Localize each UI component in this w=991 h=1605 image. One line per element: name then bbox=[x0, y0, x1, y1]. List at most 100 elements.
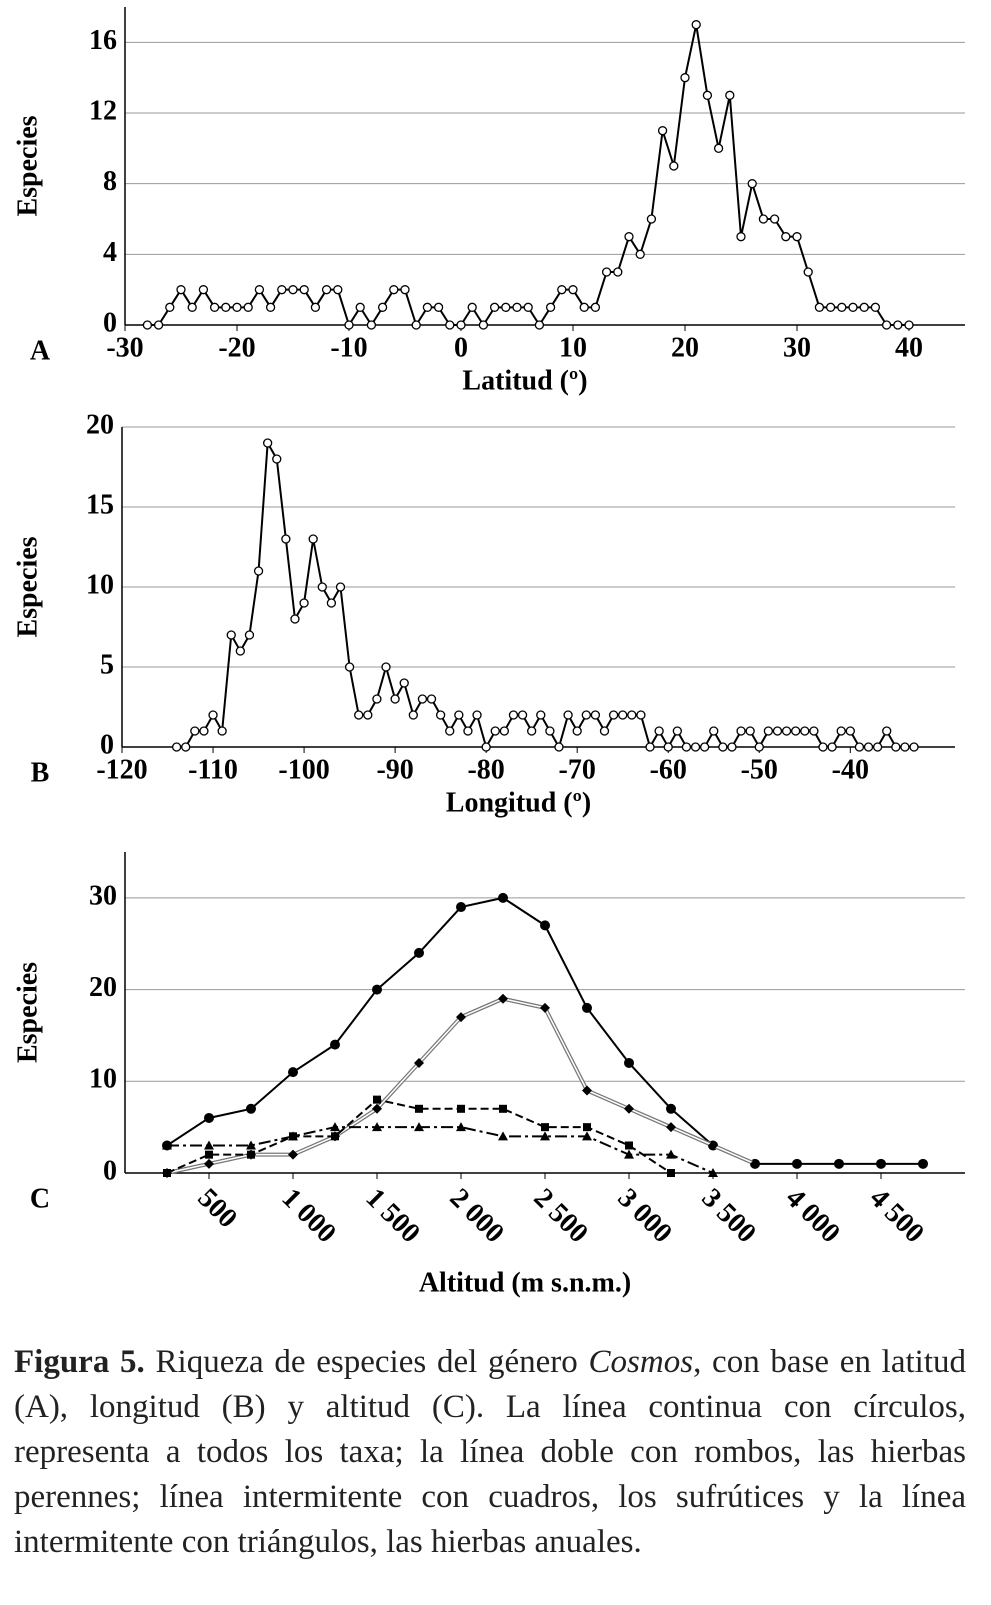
y-axis-label: Especies bbox=[12, 115, 43, 216]
marker bbox=[666, 1103, 676, 1114]
marker bbox=[725, 90, 735, 100]
marker bbox=[417, 694, 428, 704]
marker bbox=[863, 742, 874, 752]
marker bbox=[837, 302, 847, 312]
marker bbox=[499, 726, 510, 736]
marker bbox=[536, 710, 546, 720]
marker bbox=[754, 742, 764, 752]
marker bbox=[457, 1104, 465, 1113]
marker bbox=[709, 726, 719, 736]
marker bbox=[333, 285, 343, 295]
marker bbox=[814, 302, 825, 312]
marker bbox=[310, 302, 321, 312]
marker bbox=[545, 726, 555, 736]
marker bbox=[226, 630, 236, 640]
marker bbox=[654, 726, 664, 736]
marker bbox=[750, 1158, 760, 1169]
marker bbox=[176, 285, 186, 295]
marker bbox=[792, 232, 802, 242]
x-axis-label: Altitud (m s.n.m.) bbox=[419, 1267, 631, 1298]
marker bbox=[209, 302, 220, 312]
marker bbox=[523, 302, 533, 312]
x-tick-label: 500 bbox=[192, 1183, 244, 1235]
marker bbox=[472, 710, 482, 720]
marker bbox=[330, 1039, 340, 1050]
marker bbox=[456, 320, 466, 330]
marker bbox=[372, 984, 382, 995]
marker bbox=[781, 232, 791, 242]
marker bbox=[299, 598, 309, 608]
marker bbox=[498, 993, 508, 1004]
y-axis-label: Especies bbox=[12, 536, 43, 637]
marker bbox=[918, 1158, 928, 1169]
marker bbox=[568, 285, 578, 295]
x-tick-label: 2 500 bbox=[528, 1183, 594, 1249]
marker bbox=[372, 1122, 382, 1132]
marker bbox=[445, 726, 455, 736]
marker bbox=[781, 726, 792, 736]
x-axis-label: Longitud (º) bbox=[446, 787, 591, 818]
marker bbox=[288, 1067, 298, 1078]
marker bbox=[253, 566, 264, 576]
marker bbox=[377, 302, 388, 312]
marker bbox=[691, 20, 701, 30]
marker bbox=[718, 742, 728, 752]
marker bbox=[540, 920, 550, 931]
marker bbox=[454, 710, 464, 720]
marker bbox=[636, 710, 646, 720]
marker bbox=[355, 302, 365, 312]
marker bbox=[581, 710, 591, 720]
marker bbox=[699, 742, 710, 752]
marker bbox=[288, 1131, 298, 1141]
marker bbox=[344, 320, 354, 330]
marker bbox=[414, 1122, 424, 1132]
marker bbox=[904, 320, 914, 330]
x-axis-label: Latitud (º) bbox=[462, 365, 587, 396]
caption-text: , con base en latitud (A), longitud (B) … bbox=[14, 1344, 966, 1560]
marker bbox=[204, 1140, 214, 1150]
marker bbox=[624, 1057, 634, 1068]
marker bbox=[433, 302, 444, 312]
x-tick-label: -90 bbox=[376, 754, 413, 785]
x-tick-label: -120 bbox=[96, 754, 147, 785]
marker bbox=[582, 1131, 592, 1141]
marker bbox=[162, 1140, 172, 1150]
marker bbox=[736, 726, 746, 736]
marker bbox=[769, 214, 780, 224]
marker bbox=[288, 1149, 298, 1160]
x-tick-label: -30 bbox=[106, 332, 143, 363]
marker bbox=[792, 1158, 802, 1169]
panel-label: A bbox=[30, 335, 51, 366]
x-tick-label: 20 bbox=[671, 332, 699, 363]
marker bbox=[590, 302, 601, 312]
marker bbox=[825, 302, 836, 312]
marker bbox=[244, 630, 255, 640]
marker bbox=[540, 1002, 550, 1013]
marker bbox=[181, 742, 191, 752]
marker bbox=[608, 710, 619, 720]
marker bbox=[163, 1169, 171, 1177]
marker bbox=[772, 726, 783, 736]
marker bbox=[190, 726, 200, 736]
marker bbox=[747, 179, 757, 189]
y-tick-label: 16 bbox=[89, 25, 117, 56]
marker bbox=[389, 285, 399, 295]
marker bbox=[872, 742, 883, 752]
marker bbox=[557, 285, 567, 295]
marker bbox=[208, 710, 218, 720]
caption: Figura 5. Riqueza de especies del género… bbox=[14, 1340, 966, 1565]
marker bbox=[263, 438, 273, 448]
marker bbox=[299, 285, 309, 295]
caption-italic: Cosmos bbox=[588, 1344, 694, 1380]
marker bbox=[791, 726, 801, 736]
marker bbox=[666, 1149, 676, 1159]
marker bbox=[666, 1122, 676, 1133]
marker bbox=[247, 1150, 255, 1159]
marker bbox=[836, 726, 846, 736]
caption-text: Riqueza de especies del género bbox=[144, 1344, 589, 1380]
marker bbox=[481, 742, 491, 752]
marker bbox=[489, 302, 500, 312]
marker bbox=[657, 126, 668, 136]
marker bbox=[870, 302, 881, 312]
marker bbox=[456, 902, 466, 913]
